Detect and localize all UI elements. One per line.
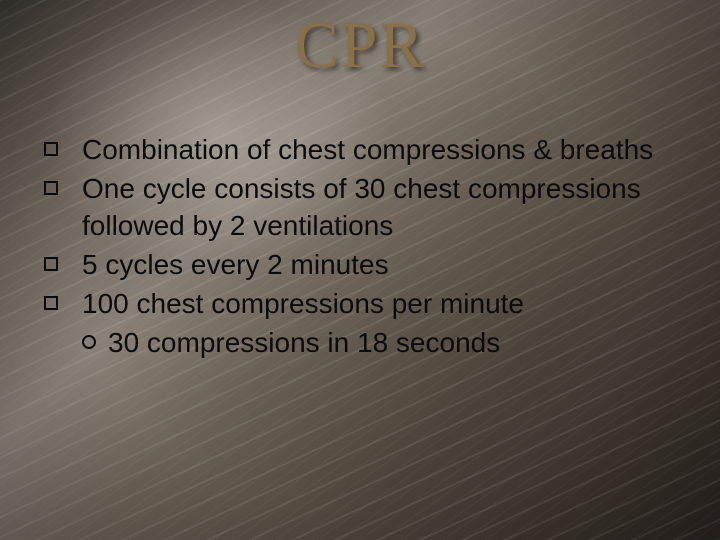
bullet-text: 100 chest compressions per minute — [82, 286, 524, 323]
list-item: Combination of chest compressions & brea… — [44, 132, 690, 169]
slide-title: CPR — [0, 8, 720, 84]
sub-bullet-text: 30 compressions in 18 seconds — [108, 325, 500, 362]
bullet-list: Combination of chest compressions & brea… — [44, 132, 690, 362]
sub-list-item: 30 compressions in 18 seconds — [82, 325, 690, 362]
list-item: One cycle consists of 30 chest compressi… — [44, 171, 690, 245]
bullet-text: One cycle consists of 30 chest compressi… — [82, 171, 690, 245]
square-bullet-icon — [44, 257, 58, 271]
circle-bullet-icon — [82, 335, 96, 349]
slide: CPR Combination of chest compressions & … — [0, 0, 720, 540]
square-bullet-icon — [44, 296, 58, 310]
square-bullet-icon — [44, 181, 58, 195]
list-item: 100 chest compressions per minute — [44, 286, 690, 323]
bullet-text: 5 cycles every 2 minutes — [82, 247, 389, 284]
bullet-text: Combination of chest compressions & brea… — [82, 132, 653, 169]
square-bullet-icon — [44, 142, 58, 156]
list-item: 5 cycles every 2 minutes — [44, 247, 690, 284]
